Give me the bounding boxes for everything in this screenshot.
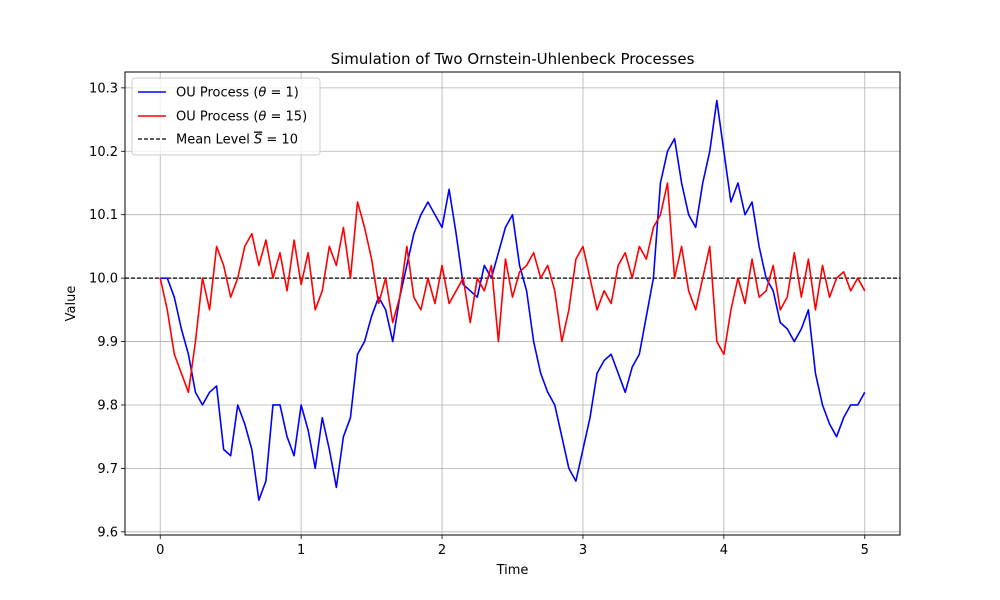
x-tick-label: 4: [720, 543, 728, 558]
ticks: 0 1 2 3 4 5 9.6 9.7 9.8 9.9 10.0 10.1 10.2 10.3: [89, 81, 869, 558]
x-tick-label: 3: [579, 543, 587, 558]
legend: OU Process (θ = 1) OU Process (θ = 15) M…: [131, 77, 321, 156]
x-tick-label: 5: [861, 543, 869, 558]
y-tick-label: 9.6: [97, 525, 118, 540]
legend-label-mean-symbol: S: [254, 133, 262, 148]
series-line-theta-15: [159, 182, 866, 394]
legend-label-theta-1-symbol: θ: [258, 86, 266, 101]
legend-label-mean-rest: = 10: [262, 133, 298, 148]
x-tick-label: 0: [156, 543, 164, 558]
chart-title: Simulation of Two Ornstein-Uhlenbeck Pro…: [331, 50, 695, 68]
legend-label-mean-level: Mean Level S = 10: [176, 133, 298, 148]
y-tick-label: 10.0: [89, 272, 118, 287]
legend-label-theta-15: OU Process (θ = 15): [176, 110, 307, 125]
x-tick-label: 2: [438, 543, 446, 558]
legend-label-theta-1: OU Process (θ = 1): [176, 86, 299, 101]
legend-box: [131, 77, 321, 156]
plot-frame: [124, 71, 901, 536]
legend-label-theta-15-main: OU Process (: [176, 110, 258, 125]
x-axis-title: Time: [496, 563, 529, 578]
legend-label-theta-15-symbol: θ: [258, 110, 266, 125]
legend-label-theta-1-rest: = 1): [266, 86, 299, 101]
y-tick-label: 10.2: [89, 145, 118, 160]
series-layer: [159, 99, 866, 501]
series-line-theta-1: [160, 99, 866, 501]
y-tick-label: 10.3: [89, 81, 118, 96]
y-tick-label: 9.7: [97, 462, 118, 477]
legend-label-mean-main: Mean Level: [176, 133, 254, 148]
y-tick-label: 9.8: [97, 398, 118, 413]
y-tick-label: 9.9: [97, 335, 118, 350]
y-tick-label: 10.1: [89, 208, 118, 223]
legend-label-theta-1-main: OU Process (: [176, 86, 258, 101]
y-axis-title: Value: [64, 286, 79, 322]
legend-label-theta-15-rest: = 15): [266, 110, 307, 125]
x-tick-label: 1: [297, 543, 305, 558]
